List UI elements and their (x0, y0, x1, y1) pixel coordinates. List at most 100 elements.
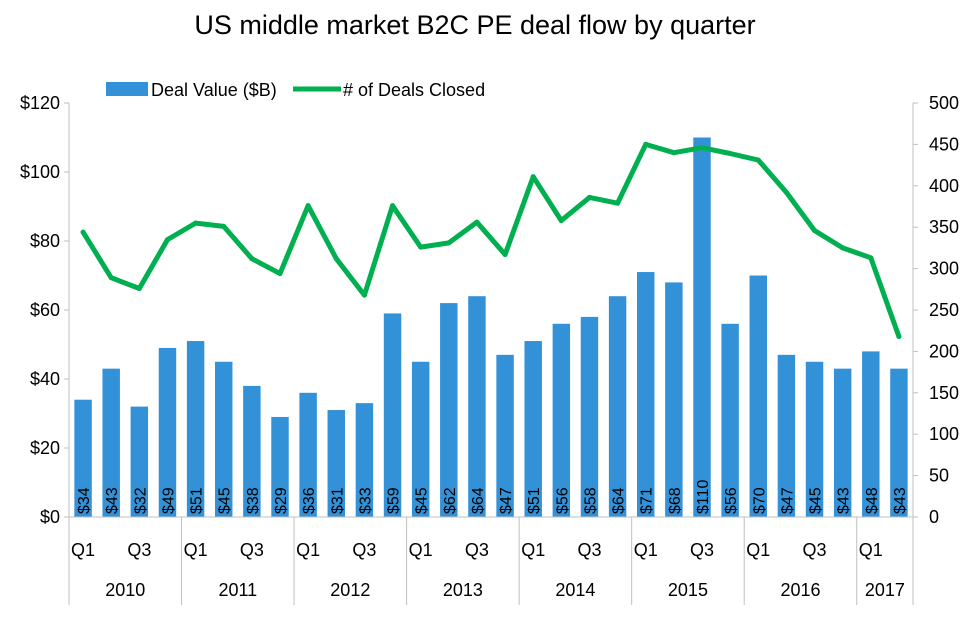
bar-data-label: $45 (808, 487, 825, 514)
y-axis-right: 0 50 100 150 200 250 300 350 400 450 500 (912, 93, 959, 527)
x-year-label: 2012 (330, 580, 370, 600)
line-point (390, 203, 396, 209)
bar (243, 385, 261, 517)
y-right-tick-label: 300 (929, 259, 959, 279)
bar-data-label: $58 (582, 487, 599, 514)
bar (327, 410, 345, 517)
bar-data-label: $51 (189, 487, 206, 514)
line-point (671, 150, 677, 156)
bar-data-label: $33 (357, 487, 374, 514)
x-year-label: 2014 (555, 580, 595, 600)
line-point (361, 292, 367, 298)
x-year-label: 2017 (865, 580, 905, 600)
bar (74, 399, 92, 517)
y-right-tick-label: 200 (929, 341, 959, 361)
line-point (755, 157, 761, 163)
line-point (446, 240, 452, 246)
bar-data-label: $59 (386, 487, 403, 514)
x-quarter-label: Q3 (240, 540, 264, 560)
x-quarter-label: Q1 (634, 540, 658, 560)
bar (158, 347, 177, 517)
legend-bar-swatch (106, 82, 148, 96)
y-left-tick-label: $120 (20, 93, 60, 113)
y-axis-left: $0 $20 $40 $60 $80 $100 $120 (20, 93, 70, 527)
y-right-tick-label: 400 (929, 176, 959, 196)
bar (637, 272, 655, 517)
bar-data-label: $71 (639, 487, 656, 514)
line-point (80, 229, 86, 235)
bar-data-label: $34 (76, 487, 93, 514)
bar-data-label: $47 (779, 487, 796, 514)
bar-data-label: $64 (470, 487, 487, 514)
y-right-tick-label: 350 (929, 217, 959, 237)
y-left-tick-label: $20 (30, 438, 60, 458)
bar-data-label: $56 (554, 487, 571, 514)
bar-data-label: $47 (498, 487, 515, 514)
line-point (558, 218, 564, 224)
bar (496, 354, 514, 517)
bar-data-label: $64 (611, 487, 628, 514)
bar (271, 416, 289, 517)
bar-data-label: $29 (273, 487, 290, 514)
x-year-label: 2016 (780, 580, 820, 600)
x-year-label: 2015 (668, 580, 708, 600)
bar (411, 361, 430, 517)
x-quarter-label: Q3 (690, 540, 714, 560)
bar (440, 303, 458, 517)
bar-data-label: $43 (836, 487, 853, 514)
line-point (699, 145, 705, 151)
bar (665, 282, 683, 517)
line-point (812, 228, 818, 234)
x-quarter-label: Q3 (803, 540, 827, 560)
x-year-label: 2013 (443, 580, 483, 600)
x-quarter-label: Q3 (465, 540, 489, 560)
bar-data-label: $32 (132, 487, 149, 514)
bar (468, 296, 486, 517)
x-year-label: 2011 (218, 580, 257, 600)
bar (102, 368, 120, 517)
y-left-tick-label: $80 (30, 231, 60, 251)
x-quarter-label: Q1 (521, 540, 545, 560)
bar (890, 368, 908, 517)
bar (299, 392, 317, 517)
line-point (727, 151, 733, 157)
x-axis: Q1 Q3 Q1 Q3 Q1 Q3 Q1 Q3 Q1 Q3 Q1 Q3 Q1 Q3 Q1 2010 2011 20… (68, 516, 914, 605)
line-point (530, 174, 536, 180)
chart-title: US middle market B2C PE deal flow by qua… (194, 10, 755, 40)
legend-label-deals-closed: # of Deals Closed (343, 80, 485, 100)
bar (721, 323, 739, 517)
x-quarter-label: Q1 (184, 540, 208, 560)
line-point (586, 194, 592, 200)
bar (215, 361, 233, 517)
y-right-tick-label: 250 (929, 300, 959, 320)
line-point (277, 271, 283, 277)
bar (383, 313, 402, 517)
x-quarter-label: Q1 (71, 540, 95, 560)
line-point (193, 220, 199, 226)
x-quarter-label: Q3 (352, 540, 376, 560)
bar (524, 341, 542, 517)
y-left-tick-label: $0 (40, 507, 60, 527)
bar (608, 296, 627, 517)
bar-data-label: $48 (864, 487, 881, 514)
line-point (474, 219, 480, 225)
y-right-tick-label: 50 (929, 466, 949, 486)
y-right-tick-label: 150 (929, 383, 959, 403)
bar-data-label: $45 (414, 487, 431, 514)
line-point (418, 244, 424, 250)
y-left-tick-label: $60 (30, 300, 60, 320)
y-right-tick-label: 450 (929, 134, 959, 154)
bar (130, 406, 149, 517)
bar (552, 323, 571, 517)
line-point (783, 189, 789, 195)
line-point (108, 275, 114, 281)
y-left-tick-label: $100 (20, 162, 60, 182)
bar-data-label: $51 (526, 487, 543, 514)
bar-data-label: $38 (245, 487, 262, 514)
bar-series-deal-value (74, 137, 908, 517)
x-quarter-label: Q1 (746, 540, 770, 560)
legend-label-deal-value: Deal Value ($B) (151, 80, 277, 100)
bar-data-label: $45 (217, 487, 234, 514)
y-right-tick-label: 500 (929, 93, 959, 113)
